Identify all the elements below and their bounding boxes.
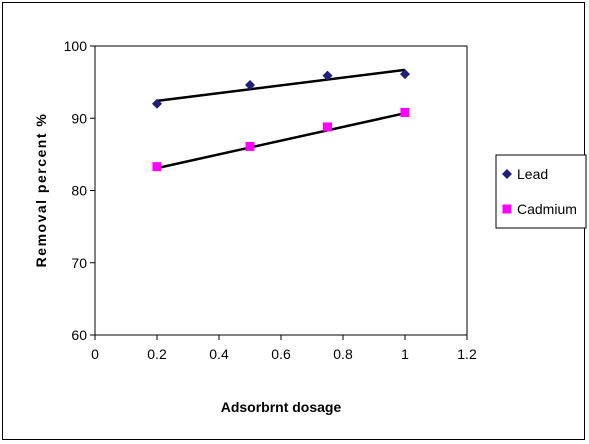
cadmium-trendline <box>156 111 406 170</box>
y-tick-label: 90 <box>71 110 87 126</box>
cadmium-point <box>400 107 410 117</box>
y-axis-title: Removal percent % <box>33 113 49 268</box>
legend-box <box>495 154 587 229</box>
cadmium-point <box>323 122 332 132</box>
y-tick-label: 60 <box>71 327 87 343</box>
x-tick-label: 0.4 <box>209 346 229 362</box>
lead-point <box>400 69 410 80</box>
lead-point <box>152 98 162 109</box>
legend-cadmium-marker <box>502 204 512 214</box>
x-tick-label: 0.6 <box>271 346 291 362</box>
y-tick-label: 80 <box>71 183 87 199</box>
x-tick-label: 0 <box>91 346 99 362</box>
markers <box>152 69 410 172</box>
legend-cadmium-label: Cadmium <box>517 201 577 217</box>
cadmium-point <box>245 141 255 151</box>
x-tick-label: 1.2 <box>457 346 477 362</box>
y-tick-label: 70 <box>71 255 87 271</box>
x-axis-title: Adsorbrnt dosage <box>221 399 342 415</box>
lead-trendline <box>156 68 406 103</box>
cadmium-point <box>152 162 162 172</box>
lead-point <box>322 70 333 81</box>
legend-lead-marker <box>502 169 512 179</box>
x-tick-label: 0.8 <box>333 346 353 362</box>
ticks: 0 0.2 0.4 0.6 0.8 1 1.2 60 70 80 90 100 <box>64 38 477 362</box>
x-tick-label: 0.2 <box>147 346 167 362</box>
plot-area <box>94 45 468 336</box>
x-tick-label: 1 <box>401 346 409 362</box>
legend: Lead Cadmium <box>495 154 587 229</box>
legend-lead-label: Lead <box>517 166 548 182</box>
y-tick-label: 100 <box>64 38 88 54</box>
lead-point <box>245 80 255 91</box>
trendlines <box>156 68 406 170</box>
plot-frame <box>94 45 468 336</box>
